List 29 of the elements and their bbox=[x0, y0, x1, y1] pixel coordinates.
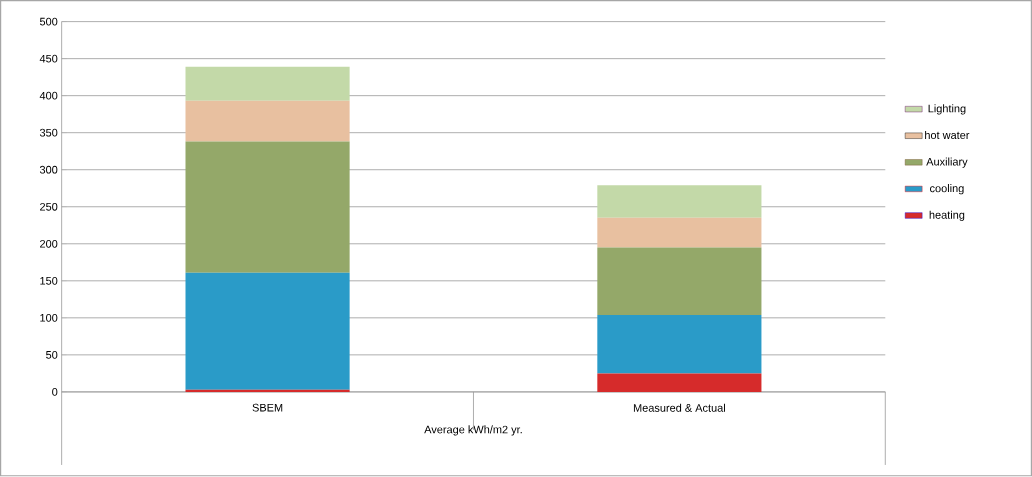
bar bbox=[597, 185, 762, 219]
bar bbox=[597, 247, 762, 316]
y-tick-label: 300 bbox=[39, 166, 58, 174]
legend-label: cooling bbox=[930, 184, 964, 195]
y-tick-label: 500 bbox=[39, 17, 58, 26]
y-tick-label: 450 bbox=[39, 54, 58, 63]
bar bbox=[597, 218, 762, 248]
y-tick-label: 50 bbox=[46, 351, 58, 359]
y-tick-label: 0 bbox=[52, 388, 58, 396]
x-axis-title: Average kWh/m2 yr. bbox=[424, 425, 522, 436]
bar bbox=[185, 389, 350, 393]
legend-label: heating bbox=[929, 210, 965, 222]
x-tick-label: SBEM bbox=[252, 403, 283, 412]
legend-label: Auxiliary bbox=[926, 157, 968, 168]
y-tick-label: 150 bbox=[40, 277, 58, 285]
bar bbox=[185, 101, 350, 142]
x-tick-label: Measured & Actual bbox=[633, 403, 725, 413]
legend-label: hot water bbox=[925, 131, 970, 140]
legend-label: Lighting bbox=[928, 104, 966, 115]
bar bbox=[185, 141, 350, 273]
y-tick-label: 250 bbox=[40, 203, 58, 211]
bar bbox=[597, 373, 762, 393]
y-tick-label: 200 bbox=[40, 240, 58, 248]
y-tick-label: 100 bbox=[40, 314, 58, 322]
bar bbox=[185, 67, 350, 102]
bar bbox=[185, 272, 350, 390]
bar bbox=[597, 315, 762, 374]
y-tick-label: 350 bbox=[39, 129, 58, 137]
y-tick-label: 400 bbox=[39, 92, 58, 100]
